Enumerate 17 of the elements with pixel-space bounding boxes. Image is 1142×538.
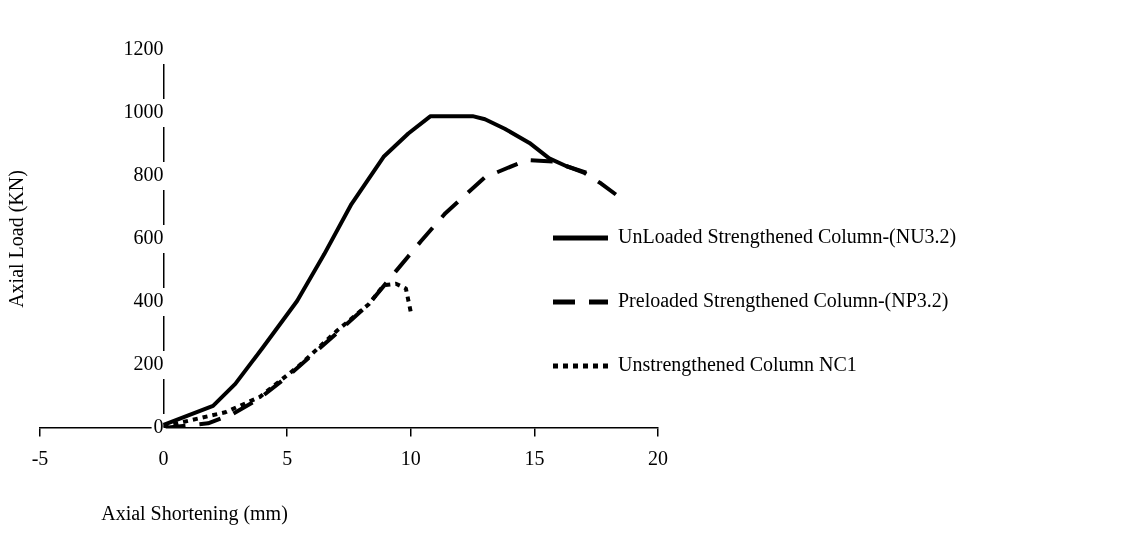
y-tick-label: 1200 <box>123 37 164 60</box>
legend-label: Preloaded Strengthened Column-(NP3.2) <box>618 289 949 313</box>
y-tick-label: 1000 <box>123 100 164 123</box>
x-tick-label: 20 <box>648 447 668 470</box>
x-tick-label: -5 <box>31 447 49 470</box>
legend-label: Unstrengthened Column NC1 <box>618 353 857 377</box>
x-axis-title: Axial Shortening (mm) <box>101 502 288 526</box>
y-tick-label: 200 <box>133 352 164 375</box>
x-tick-label: 15 <box>524 447 545 470</box>
y-axis-title: Axial Load (KN) <box>5 170 29 308</box>
legend-label: UnLoaded Strengthened Column-(NU3.2) <box>618 225 957 249</box>
x-tick-label: 10 <box>400 447 421 470</box>
y-tick-label: 800 <box>133 163 164 186</box>
y-tick-label: 0 <box>153 415 164 438</box>
x-tick-label: 5 <box>282 447 293 470</box>
y-tick-label: 400 <box>133 289 164 312</box>
y-tick-label: 600 <box>133 226 164 249</box>
